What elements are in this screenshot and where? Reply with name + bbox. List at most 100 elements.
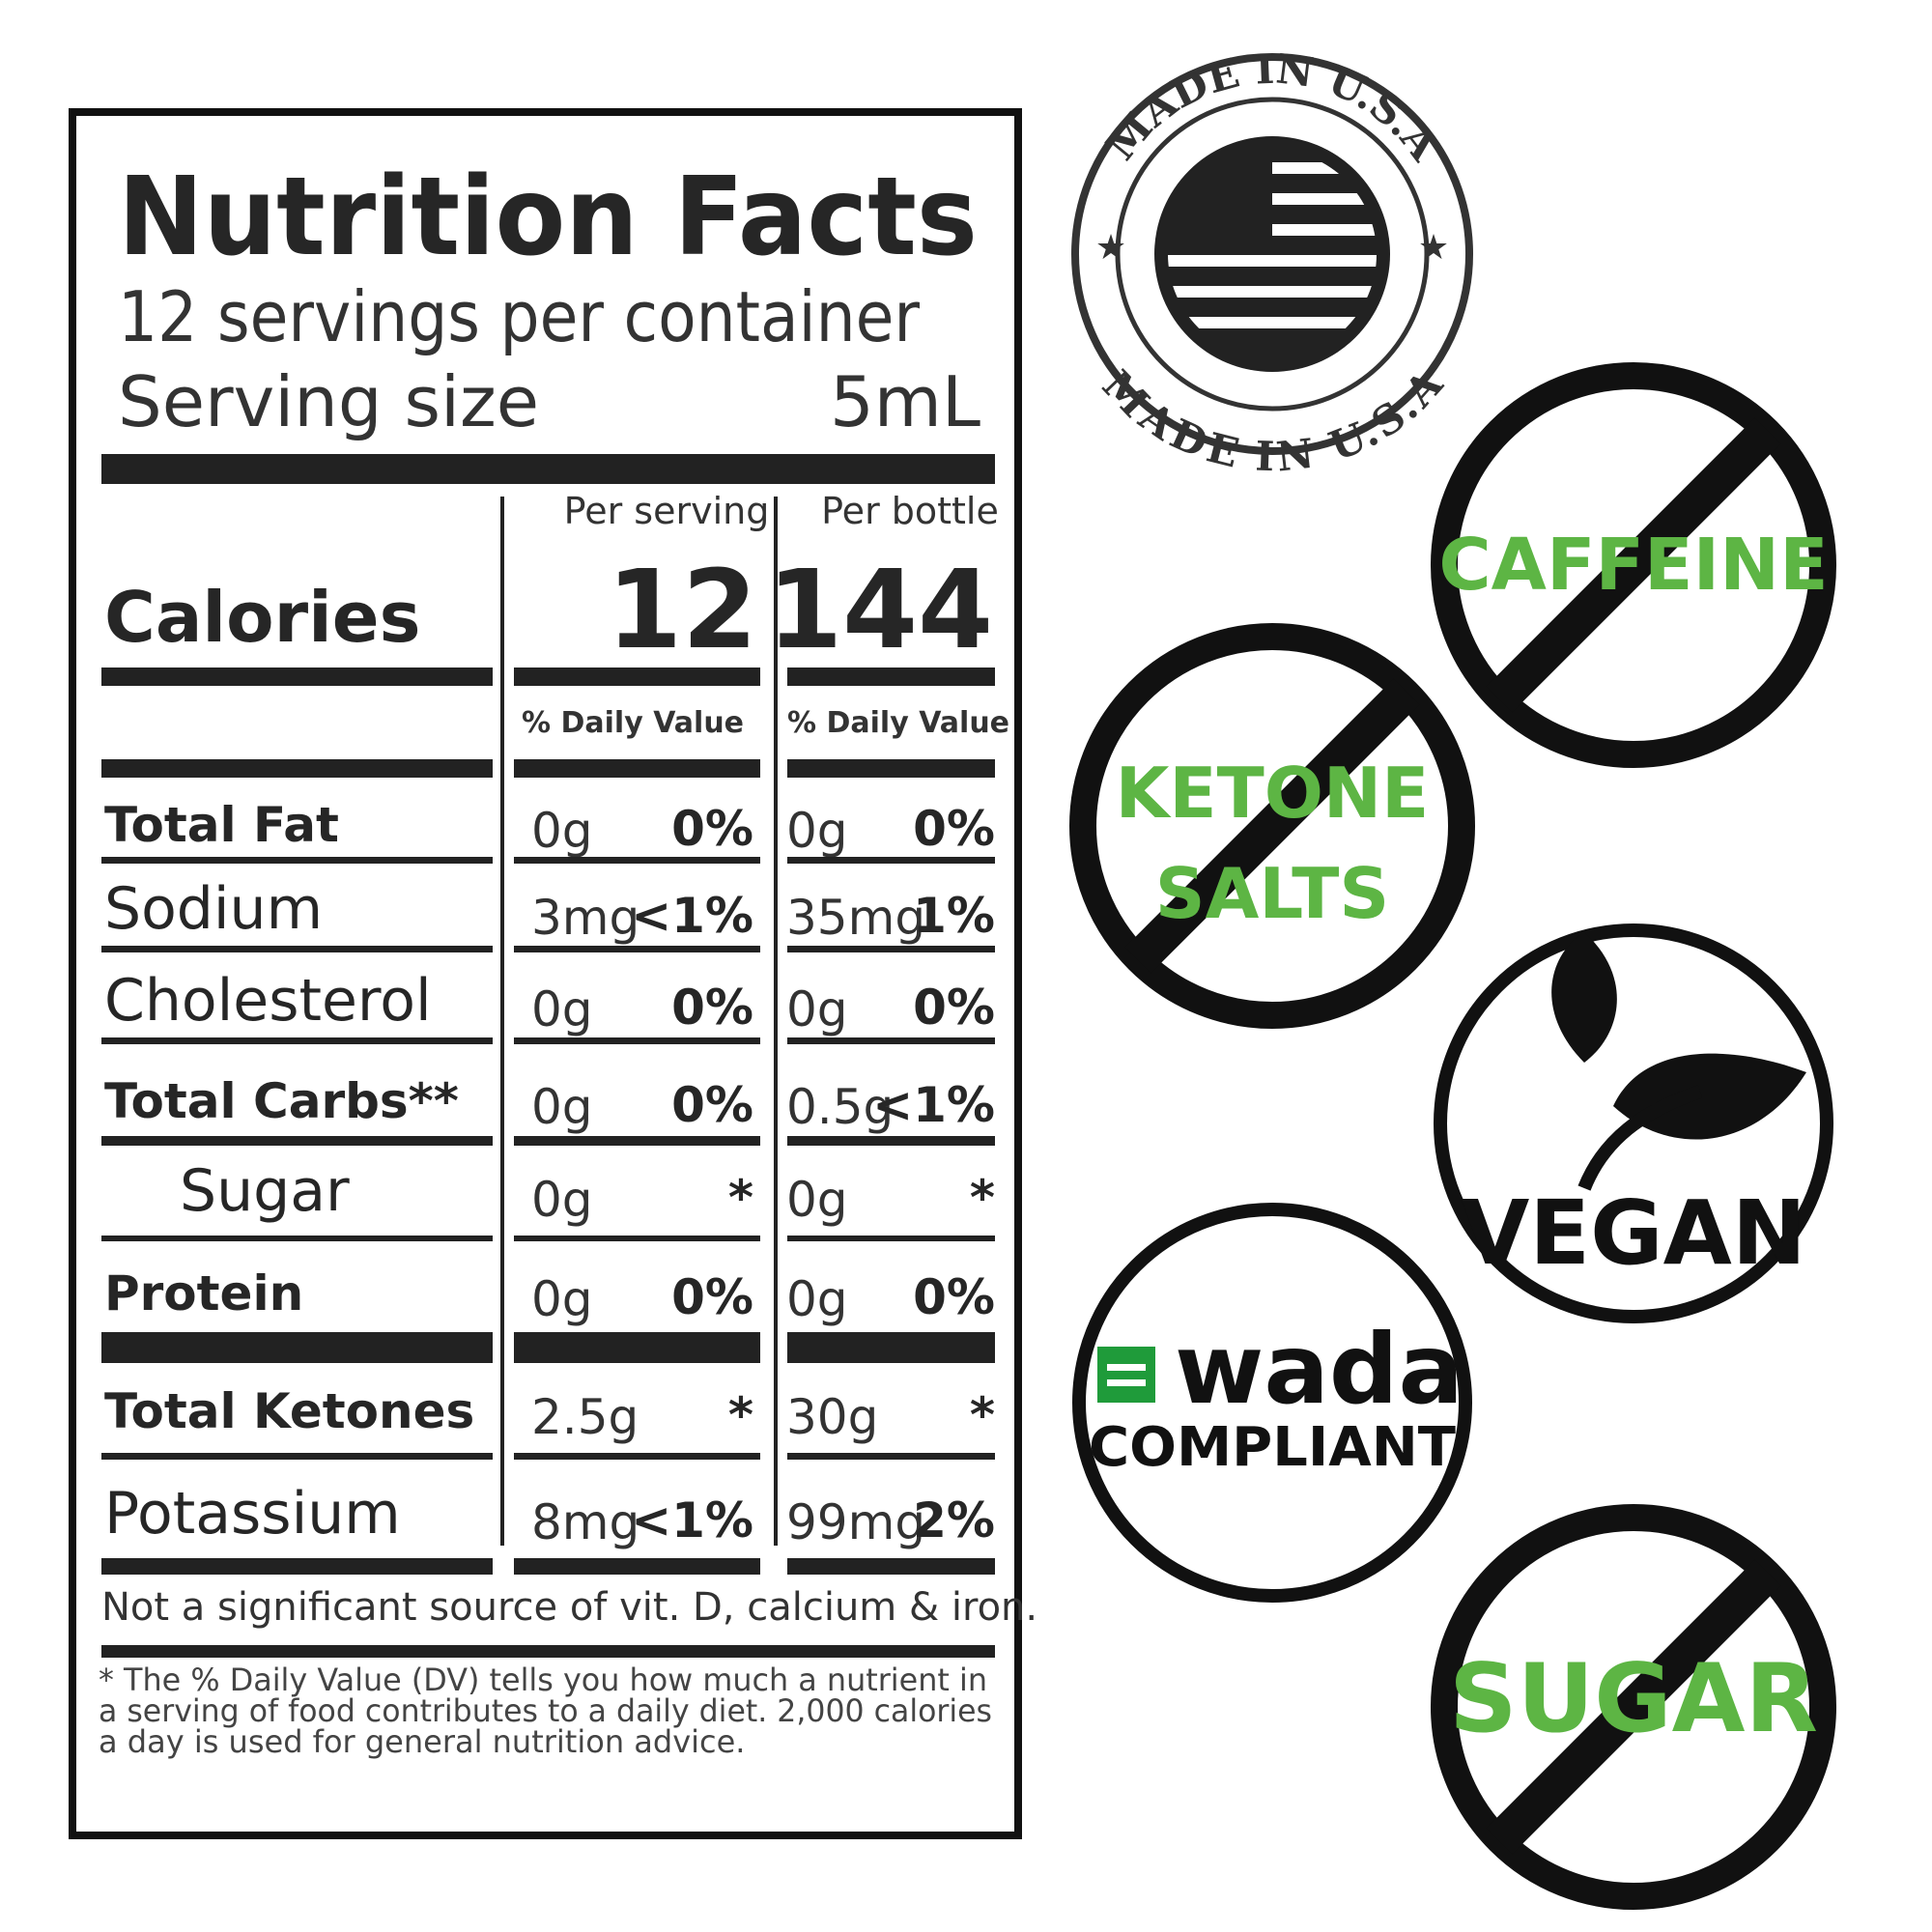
badge-text: SALTS <box>1155 853 1390 934</box>
rule <box>514 1236 760 1241</box>
amount: 0g <box>531 1271 593 1327</box>
no-ketone-salts-badge: KETONE SALTS <box>1069 623 1475 1029</box>
nutrient-name: Potassium <box>104 1480 401 1548</box>
daily-value: <1% <box>631 1492 753 1548</box>
daily-value: 0% <box>671 1269 753 1325</box>
rule <box>514 946 760 952</box>
serving-size-label: Serving size <box>118 361 539 442</box>
rule <box>787 1236 995 1241</box>
rule <box>101 1037 493 1044</box>
daily-value: 2% <box>913 1492 995 1548</box>
footnote: a day is used for general nutrition advi… <box>99 1723 745 1760</box>
amount: 0g <box>786 1271 848 1327</box>
svg-text:★: ★ <box>1418 228 1449 268</box>
rule <box>787 1037 995 1044</box>
amount: 30g <box>786 1389 878 1445</box>
daily-value: 1% <box>913 888 995 944</box>
rule <box>101 1453 493 1460</box>
nutrient-name: Total Carbs** <box>104 1073 459 1129</box>
nutrient-name: Sodium <box>104 875 323 943</box>
rule <box>514 1332 760 1363</box>
rule <box>514 1453 760 1460</box>
amount: 0g <box>786 1172 848 1228</box>
serving-size: 5mL <box>830 361 980 442</box>
daily-value: 0% <box>913 1269 995 1325</box>
amount: 35mg <box>786 890 925 946</box>
nutrient-name: Sugar <box>180 1157 350 1225</box>
amount: 0g <box>531 1172 593 1228</box>
rule <box>514 857 760 864</box>
no-sugar-badge: SUGAR <box>1431 1504 1836 1910</box>
nutrient-name: Protein <box>104 1265 303 1321</box>
svg-text:★: ★ <box>1095 228 1126 268</box>
calories-value: 12 <box>607 548 757 673</box>
daily-value: 0% <box>913 801 995 857</box>
made-in-usa-badge: ★ ★ MADE IN U.S.A MADE IN U.S.A <box>1071 44 1473 481</box>
column-header: Per bottle <box>821 490 999 532</box>
amount: 8mg <box>531 1494 639 1550</box>
rule <box>101 1558 493 1575</box>
footnote: * The % Daily Value (DV) tells you how m… <box>99 1662 987 1698</box>
rule <box>787 1332 995 1363</box>
daily-value: 0% <box>671 980 753 1036</box>
servings: 12 servings per container <box>118 276 920 357</box>
badge-text: KETONE <box>1116 753 1430 834</box>
column-header: Per serving <box>564 490 770 532</box>
daily-value: * <box>728 1170 753 1226</box>
dv-header: % Daily Value <box>787 706 1009 740</box>
amount: 0g <box>786 981 848 1037</box>
dv-header: % Daily Value <box>522 706 744 740</box>
rule <box>514 759 760 778</box>
no-caffeine-badge: CAFFEINE <box>1431 362 1836 768</box>
daily-value: 0% <box>671 801 753 857</box>
rule <box>514 1037 760 1044</box>
rule <box>787 1136 995 1146</box>
daily-value: <1% <box>631 888 753 944</box>
nutrient-name: Cholesterol <box>104 967 432 1035</box>
rule <box>101 454 995 484</box>
daily-value: * <box>970 1170 995 1226</box>
rule <box>101 1236 493 1241</box>
amount: 3mg <box>531 890 639 946</box>
daily-value: <1% <box>872 1077 995 1133</box>
rule <box>514 668 760 686</box>
rule <box>101 857 493 864</box>
rule <box>101 1136 493 1146</box>
amount: 99mg <box>786 1494 925 1550</box>
wada-badge: wada COMPLIANT <box>1072 1203 1472 1603</box>
rule <box>787 1558 995 1575</box>
daily-value: 0% <box>671 1077 753 1133</box>
nutrient-name: Total Fat <box>104 797 339 853</box>
badge-text: CAFFEINE <box>1438 524 1828 607</box>
daily-value: * <box>728 1387 753 1443</box>
rule <box>101 668 493 686</box>
amount: 0g <box>786 803 848 859</box>
rule <box>787 759 995 778</box>
rule <box>514 1136 760 1146</box>
badge-text: COMPLIANT <box>1089 1416 1456 1479</box>
rule <box>514 1558 760 1575</box>
amount: 0g <box>531 1079 593 1135</box>
daily-value: 0% <box>913 980 995 1036</box>
vegan-badge: VEGAN <box>1434 923 1833 1323</box>
wada-logo: wada <box>1175 1313 1463 1426</box>
amount: 0g <box>531 981 593 1037</box>
amount: 2.5g <box>531 1389 639 1445</box>
rule <box>787 857 995 864</box>
label-border <box>69 108 1022 1839</box>
rule <box>101 1645 995 1658</box>
amount: 0g <box>531 803 593 859</box>
nutrient-name: Total Ketones <box>104 1383 474 1439</box>
amount: 0.5g <box>786 1079 894 1135</box>
rule <box>787 946 995 952</box>
calories-value: 144 <box>767 548 993 673</box>
badge-text: SUGAR <box>1449 1644 1818 1754</box>
label-title: Nutrition Facts <box>118 155 978 280</box>
calories-label: Calories <box>104 577 420 658</box>
daily-value: * <box>970 1387 995 1443</box>
rule <box>101 946 493 952</box>
rule <box>787 668 995 686</box>
footnote: a serving of food contributes to a daily… <box>99 1692 992 1729</box>
note: Not a significant source of vit. D, calc… <box>101 1585 1037 1630</box>
